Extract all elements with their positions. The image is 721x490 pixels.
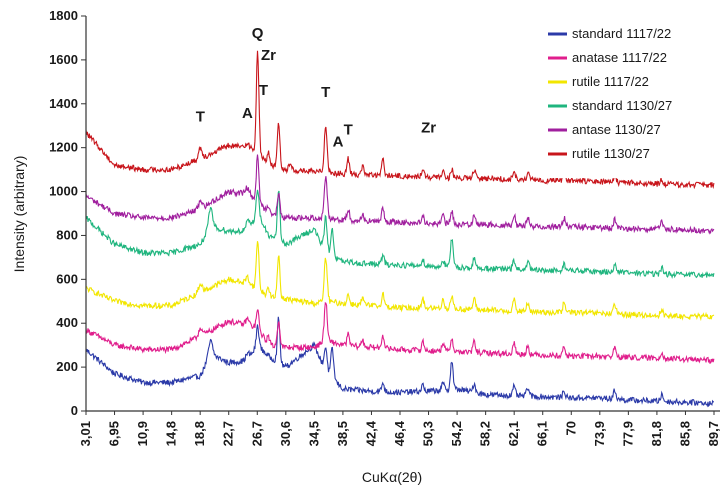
- legend-label: standard 1130/27: [572, 98, 672, 113]
- series-line: [85, 50, 715, 190]
- peak-label: Zr: [421, 119, 436, 136]
- x-tick-label: 54,2: [449, 421, 464, 446]
- legend-label: anatase 1117/22: [572, 50, 667, 65]
- legend-label: antase 1130/27: [572, 122, 661, 137]
- x-tick-label: 6,95: [107, 421, 122, 446]
- y-tick-label: 1200: [49, 140, 78, 155]
- peak-label: T: [321, 84, 330, 101]
- y-ticks: 0 200 400 600 800 1000 1200 1400 1600 1800: [49, 8, 86, 418]
- legend: standard 1117/22 anatase 1117/22 rutile 11…: [540, 18, 716, 178]
- x-tick-label: 89,7: [706, 421, 721, 446]
- y-tick-label: 1000: [49, 184, 78, 199]
- y-tick-label: 1400: [49, 96, 78, 111]
- legend-label: standard 1117/22: [572, 26, 671, 41]
- x-tick-label: 46,4: [392, 420, 407, 446]
- x-tick-label: 38,5: [335, 421, 350, 446]
- x-tick-label: 85,8: [677, 421, 692, 446]
- x-tick-label: 42,4: [363, 420, 378, 446]
- x-tick-label: 3,01: [78, 421, 93, 446]
- series-line: [85, 189, 715, 280]
- series-line: [85, 302, 715, 364]
- x-tick-label: 18,8: [192, 421, 207, 446]
- x-ticks: 3,01 6,95 10,9 14,8 18,8 22,7 26,7 30,6 34,5 38,5…: [78, 411, 721, 446]
- peak-label: A: [333, 134, 344, 151]
- y-tick-label: 1600: [49, 52, 78, 67]
- peak-label: A: [242, 105, 253, 122]
- y-tick-label: 600: [56, 271, 78, 286]
- x-tick-label: 73,9: [592, 421, 607, 446]
- y-axis-title: Intensity (arbitrary): [11, 156, 27, 273]
- x-axis-title: CuKα(2θ): [362, 469, 422, 485]
- x-tick-label: 58,2: [478, 421, 493, 446]
- peak-label: T: [259, 82, 268, 99]
- peak-label: T: [344, 122, 353, 139]
- x-tick-label: 22,7: [221, 421, 236, 446]
- legend-label: rutile 1117/22: [572, 74, 649, 89]
- axes: [85, 16, 720, 412]
- x-tick-label: 66,1: [535, 421, 550, 446]
- x-tick-label: 81,8: [649, 421, 664, 446]
- peak-label: Q: [252, 25, 264, 42]
- x-tick-label: 70: [563, 421, 578, 435]
- y-tick-label: 0: [71, 403, 78, 418]
- plot-area: [85, 50, 715, 408]
- y-tick-label: 400: [56, 315, 78, 330]
- x-tick-label: 30,6: [278, 421, 293, 446]
- x-tick-label: 62,1: [506, 421, 521, 446]
- x-tick-label: 50,3: [421, 421, 436, 446]
- x-tick-label: 26,7: [249, 421, 264, 446]
- x-tick-label: 77,9: [620, 421, 635, 446]
- y-tick-label: 800: [56, 227, 78, 242]
- legend-label: rutile 1130/27: [572, 146, 650, 161]
- peak-label: Zr: [261, 47, 276, 64]
- x-tick-label: 10,9: [135, 421, 150, 446]
- y-tick-label: 200: [56, 359, 78, 374]
- series-line: [85, 316, 715, 408]
- legend-box: [540, 18, 716, 178]
- x-tick-label: 14,8: [164, 421, 179, 446]
- x-tick-label: 34,5: [306, 421, 321, 446]
- series-line: [85, 241, 715, 322]
- y-tick-label: 1800: [49, 8, 78, 23]
- peak-label: T: [196, 108, 205, 125]
- series-line: [85, 154, 715, 235]
